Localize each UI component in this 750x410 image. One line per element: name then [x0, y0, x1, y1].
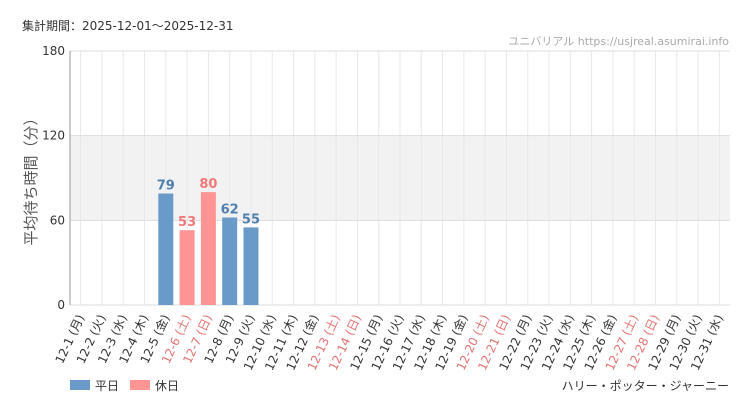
- bar: [222, 217, 238, 305]
- legend-label: 平日: [95, 379, 119, 393]
- y-tick-label: 60: [50, 213, 65, 227]
- bar: [243, 227, 259, 305]
- data-label: 55: [242, 212, 260, 227]
- data-label: 79: [157, 179, 175, 194]
- source: ユニバリアル https://usjreal.asumirai.info: [508, 35, 729, 48]
- data-label: 53: [178, 215, 196, 230]
- y-tick-label: 120: [42, 129, 65, 143]
- legend-swatch: [130, 380, 150, 390]
- legend-swatch: [70, 380, 90, 390]
- attraction: ハリー・ポッター・ジャーニー: [562, 379, 729, 393]
- bar: [200, 192, 216, 305]
- data-label: 62: [221, 203, 239, 218]
- bar: [179, 230, 195, 305]
- y-tick-label: 180: [42, 44, 65, 58]
- period: 集計期間：2025-12-01〜2025-12-31: [22, 18, 233, 33]
- y-tick-label: 0: [57, 298, 65, 312]
- y-axis-title: 平均待ち時間（分）: [22, 110, 40, 245]
- bar: [158, 193, 174, 305]
- legend-label: 休日: [155, 379, 179, 393]
- data-label: 80: [199, 177, 217, 192]
